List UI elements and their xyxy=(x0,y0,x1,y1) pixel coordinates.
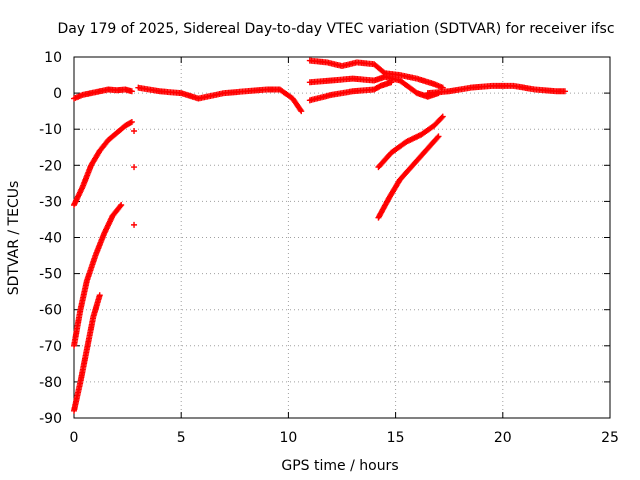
series-early-rise-b xyxy=(71,202,125,349)
data-point-marker xyxy=(435,133,442,140)
data-point-marker xyxy=(127,119,134,126)
y-tick-label: -20 xyxy=(39,158,62,174)
data-point-marker xyxy=(131,221,138,228)
data-point-marker xyxy=(131,128,138,135)
data-point-marker xyxy=(128,118,135,125)
data-point-marker xyxy=(434,134,441,141)
data-point-marker xyxy=(298,108,305,115)
y-tick-label: -70 xyxy=(39,339,62,355)
x-tick-label: 5 xyxy=(177,430,186,446)
data-point-marker xyxy=(561,88,568,95)
x-tick-label: 0 xyxy=(70,430,79,446)
data-point-marker xyxy=(117,203,124,210)
y-tick-label: -40 xyxy=(39,231,62,247)
data-series xyxy=(71,57,568,414)
series-evening-band xyxy=(424,82,568,97)
data-point-marker xyxy=(438,114,445,121)
data-point-marker xyxy=(128,88,135,95)
axis-ticks: 0 5 10 15 20 25 10 0 -10 -20 -30 -40 -50 -60 -70 -80 -90 xyxy=(39,50,619,446)
y-tick-label: -30 xyxy=(39,194,62,210)
series-afternoon-mid xyxy=(306,79,395,104)
data-point-marker xyxy=(118,202,125,209)
series-early-top-arc xyxy=(71,86,135,102)
x-tick-label: 25 xyxy=(601,430,619,446)
series-daytime-band xyxy=(135,84,305,115)
y-tick-label: -50 xyxy=(39,267,62,283)
x-tick-label: 10 xyxy=(279,430,297,446)
y-tick-label: -80 xyxy=(39,375,62,391)
y-axis-label: SDTVAR / TECUs xyxy=(6,181,22,296)
y-tick-label: 0 xyxy=(53,86,62,102)
data-point-marker xyxy=(388,79,395,86)
series-isolated-points xyxy=(131,128,138,228)
series-early-rise-a xyxy=(71,118,135,209)
x-axis-label: GPS time / hours xyxy=(281,458,398,474)
x-tick-label: 20 xyxy=(494,430,512,446)
chart-title: Day 179 of 2025, Sidereal Day-to-day VTE… xyxy=(57,21,614,37)
data-point-marker xyxy=(96,292,103,299)
y-tick-label: -60 xyxy=(39,303,62,319)
y-tick-label: -10 xyxy=(39,122,62,138)
series-late-rise-b xyxy=(375,133,442,221)
series-early-rise-c xyxy=(71,292,103,414)
y-tick-label: 10 xyxy=(44,50,62,66)
data-point-marker xyxy=(297,106,304,113)
grid-lines xyxy=(74,57,610,418)
data-point-marker xyxy=(439,113,446,120)
data-point-marker xyxy=(131,164,138,171)
series-late-rise-a xyxy=(375,113,446,171)
x-tick-label: 15 xyxy=(387,430,405,446)
y-tick-label: -90 xyxy=(39,411,62,427)
